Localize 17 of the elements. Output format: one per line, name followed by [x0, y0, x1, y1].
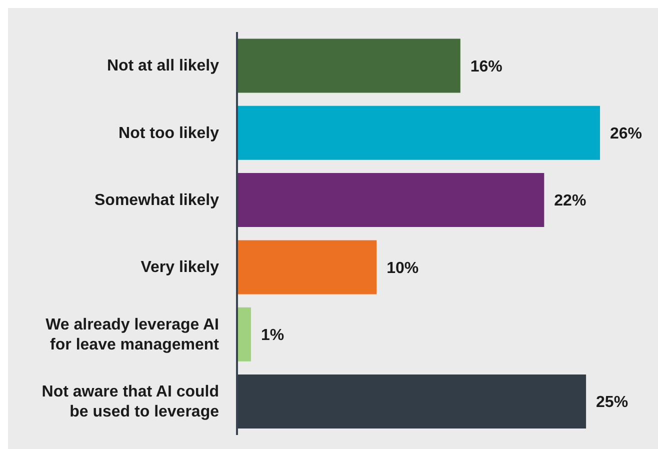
y-tick-label: Very likely	[140, 258, 220, 276]
bar	[237, 106, 600, 160]
data-label: 25%	[596, 394, 628, 412]
bar	[237, 173, 544, 228]
bar	[237, 38, 460, 93]
bar	[237, 240, 377, 294]
y-tick-label: We already leverage AI for leave management	[46, 316, 220, 353]
y-tick-label: Not too likely	[118, 124, 220, 142]
data-label: 22%	[554, 192, 586, 210]
data-label: 1%	[260, 327, 284, 344]
y-tick-label: Not at all likely	[106, 57, 220, 74]
data-label: 16%	[470, 58, 502, 76]
data-label: 26%	[610, 126, 642, 143]
y-tick-label: Not aware that AI could be used to leverage	[42, 382, 220, 420]
y-tick-label: Somewhat likely	[94, 191, 220, 208]
bar	[237, 307, 251, 362]
data-label: 10%	[386, 260, 419, 277]
